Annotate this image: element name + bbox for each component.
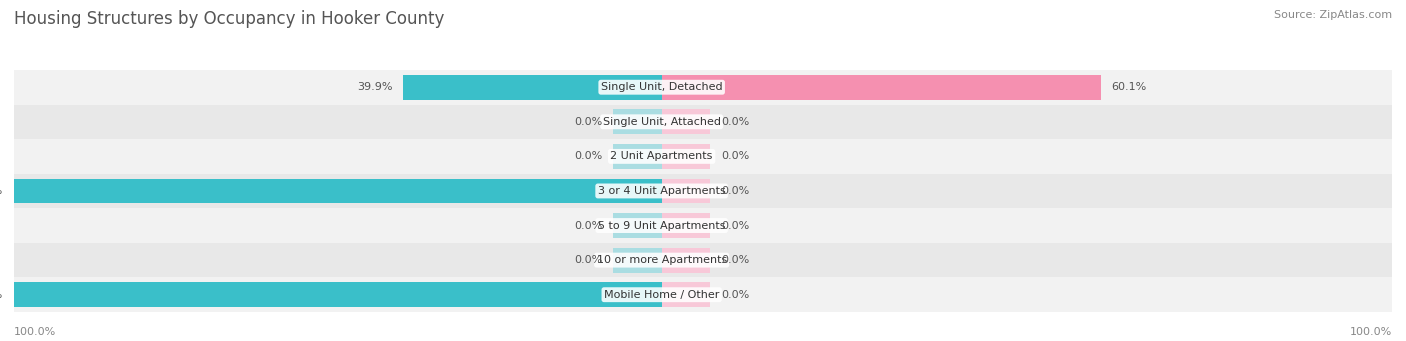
Text: 0.0%: 0.0% (574, 255, 602, 265)
Bar (662, 75, 1101, 100)
Text: 3 or 4 Unit Apartments: 3 or 4 Unit Apartments (598, 186, 725, 196)
Bar (14, 139, 1392, 174)
Text: Housing Structures by Occupancy in Hooker County: Housing Structures by Occupancy in Hooke… (14, 10, 444, 28)
Bar (404, 75, 662, 100)
Bar (14, 282, 662, 307)
Text: 100.0%: 100.0% (0, 186, 3, 196)
Bar (14, 174, 1392, 208)
Text: 10 or more Apartments: 10 or more Apartments (596, 255, 727, 265)
Text: 0.0%: 0.0% (574, 221, 602, 231)
Bar (613, 109, 662, 134)
Bar (613, 213, 662, 238)
Bar (613, 144, 662, 169)
Text: 100.0%: 100.0% (14, 327, 56, 337)
Text: Single Unit, Detached: Single Unit, Detached (600, 82, 723, 92)
Legend: Owner-occupied, Renter-occupied: Owner-occupied, Renter-occupied (574, 339, 832, 341)
Bar (14, 243, 1392, 278)
Text: Mobile Home / Other: Mobile Home / Other (605, 290, 720, 300)
Bar (662, 178, 710, 204)
Text: 100.0%: 100.0% (0, 290, 3, 300)
Text: 0.0%: 0.0% (574, 117, 602, 127)
Bar (613, 248, 662, 272)
Text: 0.0%: 0.0% (721, 186, 749, 196)
Bar (14, 278, 1392, 312)
Text: 100.0%: 100.0% (1350, 327, 1392, 337)
Text: 0.0%: 0.0% (721, 221, 749, 231)
Text: Single Unit, Attached: Single Unit, Attached (603, 117, 721, 127)
Bar (14, 208, 1392, 243)
Text: 0.0%: 0.0% (721, 290, 749, 300)
Text: 60.1%: 60.1% (1112, 82, 1147, 92)
Bar (662, 213, 710, 238)
Bar (14, 178, 662, 204)
Text: 2 Unit Apartments: 2 Unit Apartments (610, 151, 713, 161)
Bar (14, 104, 1392, 139)
Text: 0.0%: 0.0% (721, 151, 749, 161)
Bar (14, 70, 1392, 104)
Bar (662, 144, 710, 169)
Bar (662, 109, 710, 134)
Text: 39.9%: 39.9% (357, 82, 392, 92)
Text: 0.0%: 0.0% (574, 151, 602, 161)
Bar (662, 282, 710, 307)
Text: Source: ZipAtlas.com: Source: ZipAtlas.com (1274, 10, 1392, 20)
Text: 0.0%: 0.0% (721, 255, 749, 265)
Text: 0.0%: 0.0% (721, 117, 749, 127)
Bar (662, 248, 710, 272)
Text: 5 to 9 Unit Apartments: 5 to 9 Unit Apartments (598, 221, 725, 231)
